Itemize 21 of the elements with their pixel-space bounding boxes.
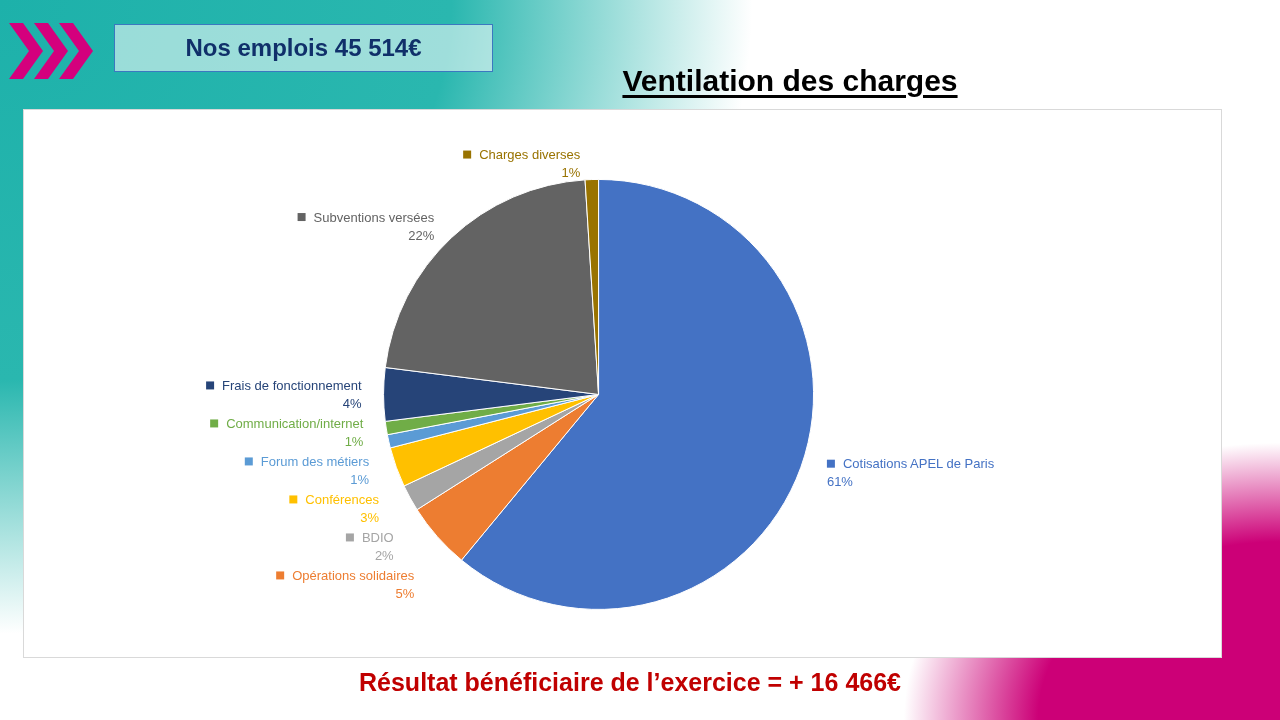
data-label: 2% (374, 547, 395, 563)
text: Résultat bénéficiaire de l’exercice = + 16 466€ (358, 668, 902, 697)
legend-label: Communication/internet (226, 415, 364, 431)
data-label: 1% (350, 471, 370, 487)
data-label: 3% (360, 509, 380, 525)
legend-label: Cotisations APEL de Paris (842, 456, 995, 472)
legend-label: Forum des métiers (260, 453, 370, 469)
chart-title: Ventilation des charges (621, 64, 959, 98)
legend-label: Subventions versées (313, 209, 435, 225)
legend-label: Charges diverses (479, 147, 581, 163)
data-label: 1% (344, 433, 364, 449)
legend-label: BDIO (361, 529, 394, 545)
data-label: 22% (408, 227, 435, 243)
data-label: 61% (826, 474, 854, 490)
legend-label: Frais de fonctionnement (222, 377, 362, 393)
data-label: 1% (561, 165, 581, 181)
legend-label: Conférences (305, 491, 380, 507)
legend-label: Opérations solidaires (292, 567, 415, 583)
data-label: 5% (395, 585, 415, 601)
chart-subtitle: Nos emplois 45 514€ (114, 24, 493, 72)
data-label: 4% (342, 395, 362, 411)
